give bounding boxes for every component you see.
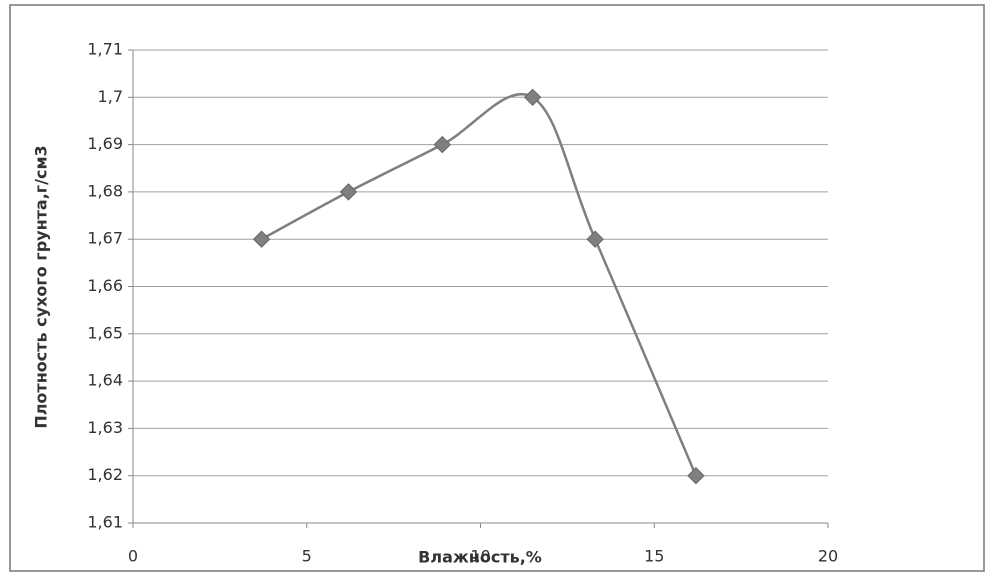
y-tick-label: 1,69 (87, 134, 123, 153)
x-tick-label: 0 (128, 547, 138, 566)
y-tick-label: 1,68 (87, 181, 123, 200)
x-tick-label: 20 (818, 547, 838, 566)
y-tick-label: 1,67 (87, 229, 123, 248)
data-point (523, 88, 542, 107)
y-tick-label: 1,71 (87, 40, 123, 59)
y-axis-label: Плотность сухого грунта,г/см3 (32, 145, 51, 428)
x-axis-label: Влажность,% (418, 548, 542, 567)
x-tick-label: 10 (470, 547, 490, 566)
data-point (252, 230, 271, 248)
y-tick-label: 1,62 (87, 465, 123, 484)
y-tick-label: 1,64 (87, 371, 123, 390)
y-tick-label: 1,7 (98, 87, 123, 106)
x-tick-label: 5 (302, 547, 312, 566)
y-tick-label: 1,66 (87, 276, 123, 295)
y-tick-label: 1,63 (87, 418, 123, 437)
data-point (433, 135, 451, 154)
y-tick-label: 1,65 (87, 323, 123, 342)
x-tick-label: 15 (644, 547, 664, 566)
data-point (586, 230, 604, 248)
data-point (687, 466, 705, 485)
y-tick-label: 1,61 (87, 513, 123, 532)
data-point (339, 183, 358, 201)
chart-border (9, 4, 985, 572)
